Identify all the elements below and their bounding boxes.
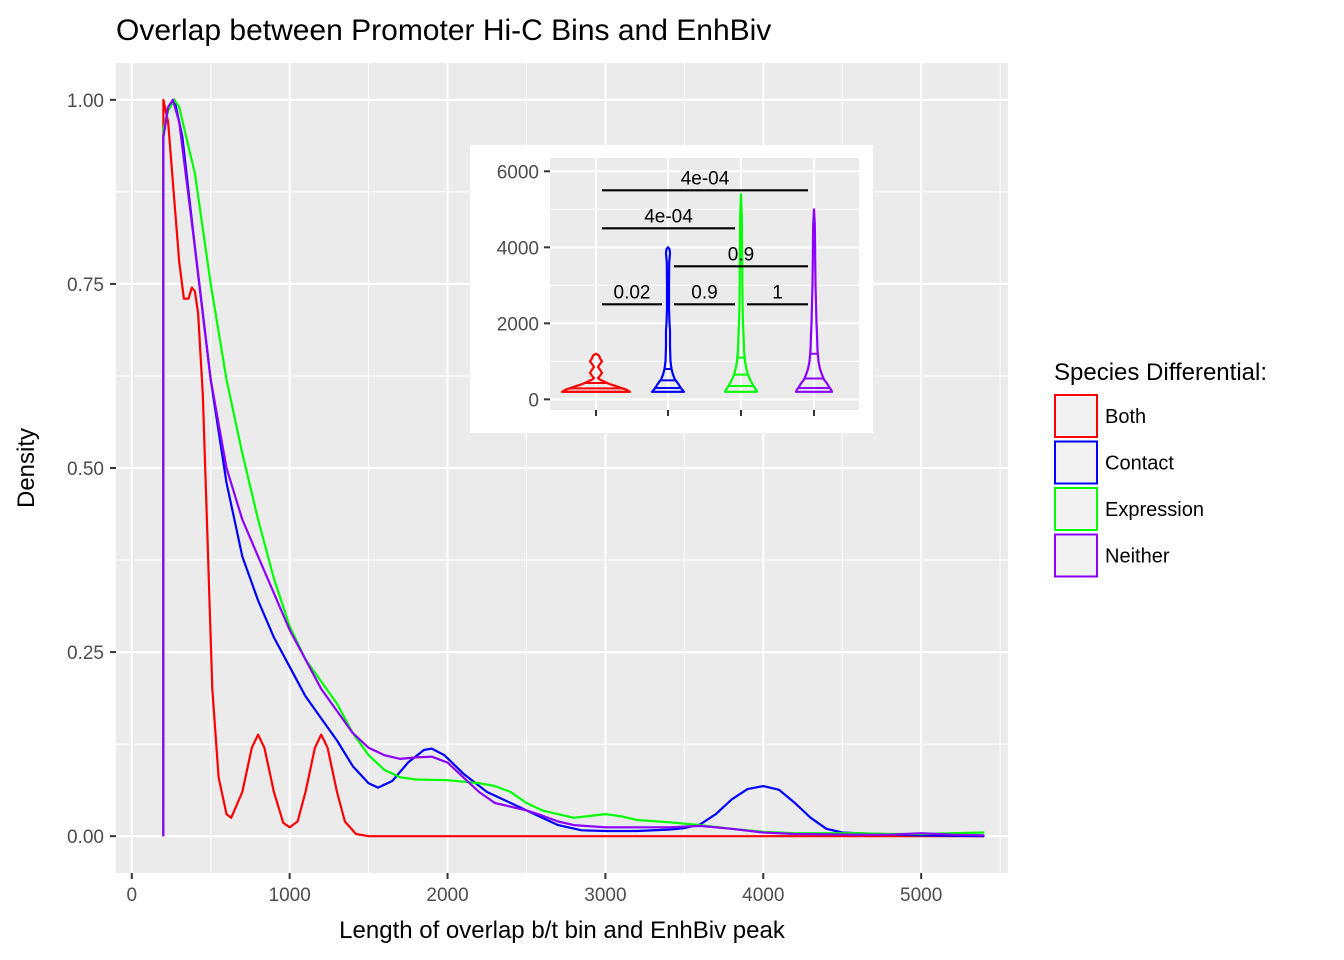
y-tick-label: 0.25 [67,643,104,664]
y-tick-label: 0.00 [67,827,104,848]
chart-title: Overlap between Promoter Hi-C Bins and E… [116,14,771,47]
inset-axes: 0 2000 4000 6000 [497,162,815,416]
violin-contact [650,246,686,393]
legend-label-both: Both [1105,406,1146,428]
legend-key-neither [1054,533,1098,578]
legend-label-contact: Contact [1105,453,1174,475]
legend-key-contact [1054,440,1098,485]
comparison-p-value: 4e-04 [644,206,693,227]
legend-key-both [1054,394,1098,438]
inset-y-tick-label: 2000 [497,314,539,335]
y-tick-label: 1.00 [67,91,104,112]
density-line-both [162,98,985,838]
inset-violins [560,193,834,393]
inset-y-tick-label: 6000 [497,162,539,183]
comparison-p-value: 4e-04 [681,168,730,189]
legend-key-expression [1054,487,1098,531]
inset-gridlines [550,158,859,410]
x-tick-label: 2000 [426,885,468,906]
x-tick-label: 0 [126,885,137,906]
inset-significance-brackets: 0.02 0.9 1 0.9 4e-04 4e-04 [602,168,808,306]
density-line-contact [162,98,985,838]
comparison-p-value: 0.9 [691,282,717,303]
inset-y-tick-label: 4000 [497,238,539,259]
x-tick-label: 4000 [742,885,784,906]
violin-both [560,352,632,393]
x-tick-label: 3000 [584,885,626,906]
violin-expression [723,193,759,393]
y-tick-label: 0.75 [67,275,104,296]
x-tick-label: 5000 [900,885,942,906]
legend-label-expression: Expression [1105,499,1204,521]
inset-y-tick-label: 0 [528,390,539,411]
y-axis-title: Density [13,428,40,508]
legend-label-neither: Neither [1105,546,1170,568]
legend-title: Species Differential: [1054,359,1267,386]
y-tick-label: 0.50 [67,459,104,480]
legend: Both Contact Expression Neither [1054,394,1204,578]
density-lines [162,98,985,838]
x-tick-label: 1000 [269,885,311,906]
violin-neither [794,208,834,393]
comparison-p-value: 0.02 [614,282,651,303]
comparison-p-value: 1 [772,282,783,303]
comparison-p-value: 0.9 [728,244,754,265]
main-axes: 0 1000 2000 3000 4000 5000 0.00 0.25 0.50 0.75 1.0… [67,91,942,906]
x-axis-title: Length of overlap b/t bin and EnhBiv pea… [339,917,786,944]
density-line-neither [162,98,985,837]
